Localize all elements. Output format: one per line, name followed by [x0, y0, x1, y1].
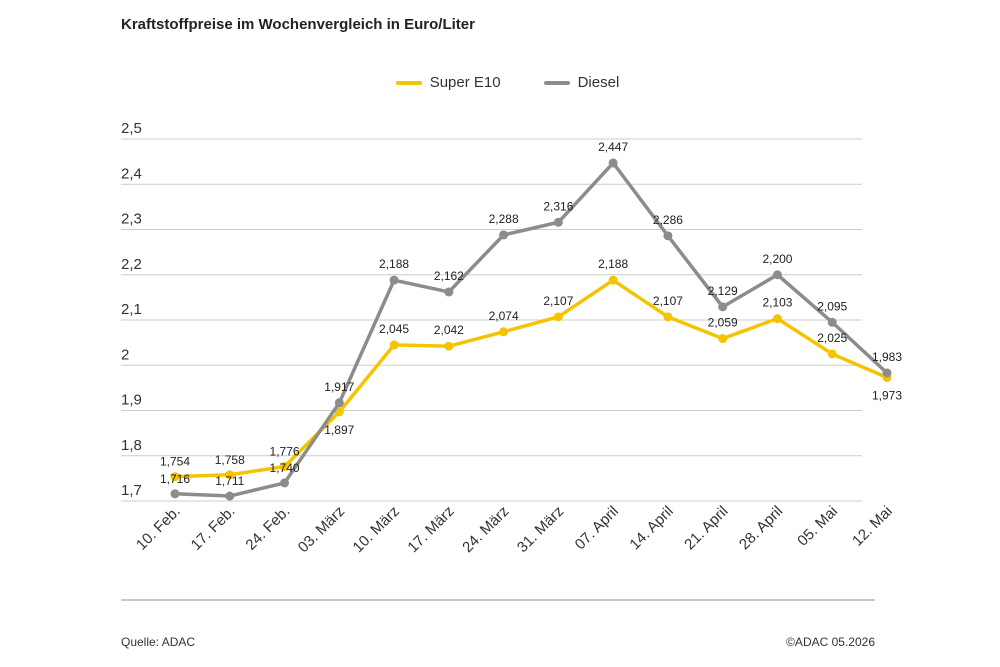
- x-tick-label: 31. März: [514, 503, 567, 556]
- x-tick-label: 12. Mai: [849, 503, 896, 550]
- data-point-diesel: [389, 275, 399, 285]
- legend-label-diesel: Diesel: [577, 74, 620, 91]
- data-label-super: 2,025: [817, 331, 847, 345]
- data-label-super: 2,107: [543, 294, 573, 308]
- data-point-super: [280, 462, 290, 472]
- data-label-super: 2,074: [489, 309, 519, 323]
- data-point-diesel: [225, 491, 235, 501]
- x-tick-label: 24. Feb.: [242, 503, 293, 554]
- data-label-diesel: 2,316: [543, 199, 573, 213]
- x-tick-label: 10. Feb.: [133, 503, 184, 554]
- x-tick-label: 17. März: [404, 503, 457, 556]
- data-point-diesel: [608, 158, 618, 168]
- data-label-super: 2,059: [708, 316, 738, 330]
- data-label-super: 2,103: [762, 296, 792, 310]
- y-tick-label: 2,4: [121, 165, 142, 182]
- x-tick-label: 28. April: [736, 503, 786, 553]
- series-line-diesel: [173, 161, 889, 498]
- data-label-super: 1,758: [215, 453, 245, 467]
- y-tick-label: 2,1: [121, 301, 142, 318]
- data-point-diesel: [772, 270, 782, 280]
- data-label-super: 2,042: [434, 323, 464, 337]
- data-label-diesel: 1,716: [160, 472, 190, 486]
- data-point-super: [553, 312, 563, 322]
- data-label-super: 1,973: [872, 388, 902, 402]
- data-label-diesel: 2,188: [379, 257, 409, 271]
- legend-label-super: Super E10: [429, 74, 501, 91]
- data-label-diesel: 2,129: [708, 284, 738, 298]
- data-point-super: [225, 470, 235, 480]
- data-point-super: [444, 341, 454, 351]
- legend-swatch-diesel: [543, 80, 570, 85]
- data-label-diesel: 1,917: [324, 380, 354, 394]
- y-tick-label: 1,7: [121, 482, 142, 499]
- data-label-diesel: 2,095: [817, 299, 847, 313]
- y-tick-label: 2,3: [121, 211, 142, 228]
- y-tick-label: 2: [121, 346, 129, 363]
- series-line-super: [173, 278, 889, 479]
- data-point-diesel: [553, 217, 563, 227]
- data-point-super: [334, 407, 344, 417]
- data-label-diesel: 1,983: [872, 350, 902, 364]
- legend-item-diesel[interactable]: Diesel: [543, 74, 620, 91]
- data-point-diesel: [170, 489, 180, 499]
- data-point-super: [663, 312, 673, 322]
- data-label-super: 2,045: [379, 322, 409, 336]
- data-point-super: [499, 327, 509, 337]
- legend-item-super[interactable]: Super E10: [395, 74, 501, 91]
- x-tick-label: 07. April: [572, 503, 622, 553]
- data-point-super: [170, 472, 180, 482]
- data-label-super: 1,897: [324, 423, 354, 437]
- data-point-diesel: [280, 478, 290, 488]
- data-point-diesel: [718, 302, 728, 312]
- legend-swatch-super: [395, 80, 422, 85]
- data-point-diesel: [499, 230, 509, 240]
- data-label-diesel: 2,447: [598, 140, 628, 154]
- data-label-super: 1,776: [270, 445, 300, 459]
- chart-legend: Super E10 Diesel: [0, 74, 1000, 91]
- data-point-diesel: [663, 231, 673, 241]
- data-point-diesel: [882, 368, 892, 378]
- x-tick-label: 03. März: [295, 503, 348, 556]
- data-label-diesel: 1,711: [215, 474, 244, 488]
- x-tick-label: 21. April: [681, 503, 731, 553]
- data-label-diesel: 1,740: [270, 461, 300, 475]
- data-label-diesel: 2,286: [653, 213, 683, 227]
- data-label-diesel: 2,288: [489, 212, 519, 226]
- data-point-super: [827, 349, 837, 359]
- data-point-super: [608, 275, 618, 285]
- copyright-note: ©ADAC 05.2026: [786, 635, 875, 649]
- data-point-diesel: [827, 317, 837, 327]
- data-label-super: 1,754: [160, 455, 190, 469]
- data-label-diesel: 2,200: [762, 252, 792, 266]
- data-label-super: 2,188: [598, 257, 628, 271]
- source-note: Quelle: ADAC: [121, 635, 196, 649]
- x-tick-label: 14. April: [626, 503, 676, 553]
- data-point-diesel: [334, 398, 344, 408]
- footer-divider: [121, 599, 875, 601]
- data-label-super: 2,107: [653, 294, 683, 308]
- x-tick-label: 05. Mai: [794, 503, 841, 550]
- y-tick-label: 2,2: [121, 256, 142, 273]
- data-label-diesel: 2,162: [434, 269, 464, 283]
- x-tick-label: 10. März: [350, 503, 403, 556]
- x-tick-label: 17. Feb.: [188, 503, 239, 554]
- y-tick-label: 1,8: [121, 437, 142, 454]
- y-tick-label: 2,5: [121, 120, 142, 137]
- line-chart: 1,7 1,8 1,9 2 2,1 2,2 2,3 2,4 2,5 10. Feb. 17. Feb…: [121, 120, 902, 556]
- chart-title: Kraftstoffpreise im Wochenvergleich in E…: [121, 16, 475, 33]
- data-point-super: [718, 334, 728, 344]
- x-tick-label: 24. März: [459, 503, 512, 556]
- data-point-super: [389, 340, 399, 350]
- y-tick-label: 1,9: [121, 392, 142, 409]
- data-point-diesel: [444, 287, 454, 297]
- data-point-super: [772, 314, 782, 324]
